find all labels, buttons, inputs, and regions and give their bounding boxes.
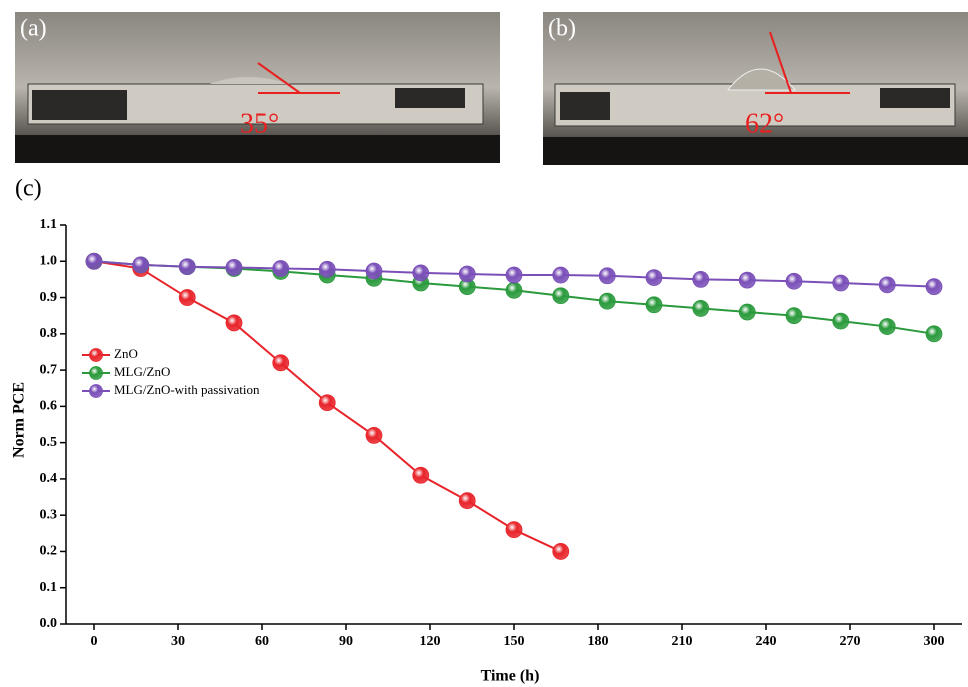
data-point	[505, 266, 523, 284]
data-point	[458, 492, 476, 510]
data-point	[412, 466, 430, 484]
legend-marker	[89, 384, 103, 398]
x-tick-label: 300	[924, 634, 945, 649]
y-tick-label: 0.2	[40, 544, 58, 559]
data-point	[598, 292, 616, 310]
data-point	[925, 278, 943, 296]
y-tick-label: 0.9	[40, 290, 58, 305]
data-point	[365, 262, 383, 280]
y-axis-label: Norm PCE	[11, 382, 28, 458]
photo-a: (a) 35°	[15, 12, 500, 163]
data-point	[832, 312, 850, 330]
data-point	[738, 303, 756, 321]
x-tick-label: 180	[588, 634, 609, 649]
data-point	[178, 289, 196, 306]
legend-marker	[89, 366, 103, 380]
legend-label: MLG/ZnO-with passivation	[114, 382, 260, 397]
x-tick-label: 270	[840, 634, 861, 649]
data-point	[365, 426, 383, 444]
data-point	[272, 354, 290, 372]
x-tick-label: 150	[504, 634, 525, 649]
x-tick-label: 0	[91, 634, 98, 649]
data-point	[178, 258, 196, 276]
data-point	[552, 287, 570, 305]
x-axis-label: Time (h)	[481, 668, 540, 685]
data-point	[832, 274, 850, 292]
panel-label: (c)	[15, 176, 42, 202]
data-point	[318, 260, 336, 278]
data-point	[225, 314, 243, 332]
data-point	[552, 266, 570, 284]
data-point	[692, 271, 710, 288]
data-point	[412, 264, 430, 282]
data-point	[645, 269, 663, 286]
data-point	[505, 281, 523, 299]
y-tick-label: 0.1	[40, 580, 58, 595]
x-tick-label: 120	[420, 634, 441, 649]
data-point	[225, 259, 243, 276]
x-tick-label: 210	[672, 634, 693, 649]
y-tick-label: 0.4	[40, 471, 58, 486]
data-point	[85, 252, 103, 270]
data-point	[318, 394, 336, 412]
data-point	[645, 296, 663, 314]
legend-label: MLG/ZnO	[114, 364, 170, 379]
data-point	[132, 256, 150, 274]
data-point	[878, 276, 896, 294]
x-tick-label: 60	[255, 634, 269, 649]
contact-angle: 62°	[745, 108, 784, 139]
x-tick-label: 240	[756, 634, 777, 649]
y-tick-label: 1.0	[40, 253, 58, 268]
legend-marker	[89, 348, 103, 362]
y-tick-label: 0.5	[40, 435, 58, 450]
data-point	[785, 307, 803, 325]
data-point	[785, 272, 803, 290]
data-point	[925, 325, 943, 343]
data-point	[272, 260, 290, 277]
y-tick-label: 0.6	[40, 399, 58, 414]
contact-angle: 35°	[240, 108, 279, 139]
x-tick-label: 30	[171, 634, 185, 649]
panel-label: (b)	[548, 16, 576, 42]
data-point	[878, 318, 896, 335]
y-tick-label: 0.7	[40, 362, 58, 377]
panel-label: (a)	[20, 16, 47, 42]
data-point	[738, 271, 756, 289]
y-tick-label: 0.0	[40, 616, 58, 631]
data-point	[505, 521, 523, 539]
data-point	[598, 267, 616, 285]
y-tick-label: 1.1	[40, 217, 58, 232]
photo-b: (b) 62°	[543, 12, 968, 165]
legend-label: ZnO	[114, 346, 138, 361]
x-tick-label: 90	[339, 634, 353, 649]
data-point	[692, 300, 710, 317]
y-tick-label: 0.3	[40, 507, 58, 522]
y-tick-label: 0.8	[40, 326, 58, 341]
data-point	[458, 265, 476, 283]
data-point	[552, 543, 570, 560]
